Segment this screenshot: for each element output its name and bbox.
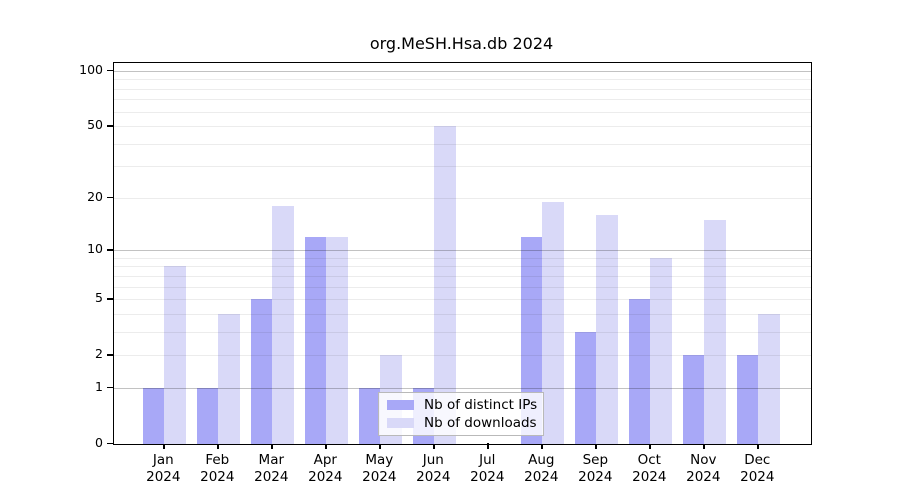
y-tick-label: 20 [87,188,103,204]
bar-distinct-ips [304,236,327,444]
x-tick-label: Mar 2024 [254,452,289,485]
x-axis-tick [757,443,759,449]
y-axis-tick [107,298,113,300]
y-axis-tick [107,125,113,127]
x-axis-tick [703,443,705,449]
legend-label-distinct-ips: Nb of distinct IPs [424,396,538,413]
x-axis-tick [163,443,165,449]
x-axis-tick [487,443,489,449]
bar-distinct-ips [628,299,651,444]
y-tick-label: 0 [95,435,103,450]
x-tick-label: May 2024 [362,452,397,485]
bar-downloads [434,126,456,444]
x-tick-label: Nov 2024 [686,452,721,485]
bar-downloads [272,206,294,444]
bar-downloads [218,313,240,444]
legend: Nb of distinct IPs Nb of downloads [378,392,544,436]
x-axis-tick [379,443,381,449]
y-tick-label: 1 [95,378,103,394]
x-axis-tick [325,443,327,449]
y-tick-label: 10 [87,241,103,257]
bar-distinct-ips [196,387,219,444]
y-axis-tick [107,69,113,72]
bar-downloads [542,201,564,444]
bar-downloads [704,219,726,444]
x-tick-label: Oct 2024 [632,452,667,485]
plot-area [113,62,812,445]
legend-swatch-distinct-ips [387,399,414,410]
bar-downloads [650,257,672,444]
legend-label-downloads: Nb of downloads [424,415,537,432]
y-axis-tick [107,386,113,389]
x-tick-label: Sep 2024 [578,452,613,485]
y-axis-tick [107,443,113,445]
bar-downloads [596,215,618,444]
y-tick-label: 2 [95,346,103,362]
x-axis-tick [217,443,219,449]
y-tick-label: 50 [87,117,103,133]
x-tick-label: Aug 2024 [524,452,559,485]
bar-distinct-ips [682,355,705,444]
y-tick-label: 100 [79,61,103,77]
y-axis-tick [107,354,113,356]
legend-swatch-downloads [387,418,414,429]
y-axis-tick [107,196,113,199]
bar-downloads [164,266,186,444]
x-axis-tick [271,443,273,449]
x-tick-label: Dec 2024 [740,452,775,485]
bars-layer [114,63,811,444]
y-tick-label: 5 [95,290,103,306]
x-tick-label: Jul 2024 [470,452,505,485]
y-axis-tick [107,249,113,251]
bar-distinct-ips [142,387,165,444]
x-axis-tick [649,443,651,449]
x-axis-tick [433,443,435,449]
legend-item-downloads: Nb of downloads [379,415,543,431]
x-axis-tick [595,443,597,449]
legend-item-distinct-ips: Nb of distinct IPs [379,397,543,413]
bar-distinct-ips [358,387,381,444]
x-tick-label: Feb 2024 [200,452,235,485]
x-tick-label: Jun 2024 [416,452,451,485]
x-axis-tick [541,443,543,449]
chart-title: org.MeSH.Hsa.db 2024 [369,34,554,53]
bar-downloads [326,236,348,444]
x-tick-label: Apr 2024 [308,452,343,485]
bar-distinct-ips [250,299,273,444]
x-tick-label: Jan 2024 [146,452,181,485]
bar-downloads [758,313,780,444]
bar-distinct-ips [736,355,759,444]
bar-distinct-ips [574,331,597,444]
